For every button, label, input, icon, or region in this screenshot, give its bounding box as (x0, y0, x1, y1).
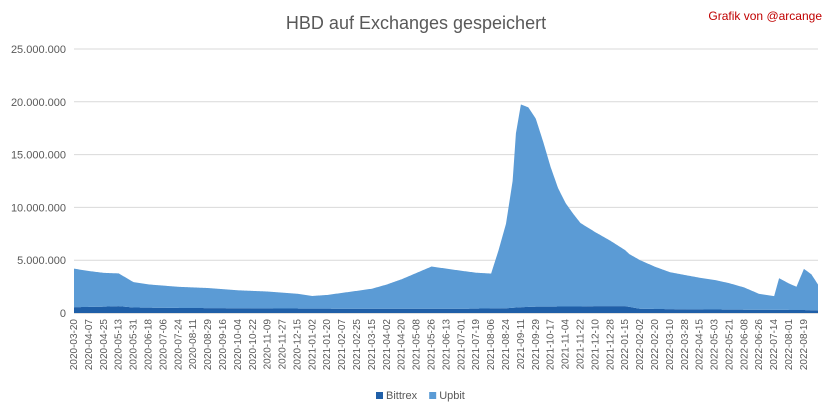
x-tick-label: 2021-04-20 (397, 319, 408, 371)
y-tick-label: 25.000.000 (11, 44, 66, 56)
x-tick-label: 2020-11-09 (263, 319, 274, 370)
legend-label-bittrex: Bittrex (386, 390, 418, 402)
x-tick-label: 2020-04-07 (84, 319, 95, 371)
x-tick-label: 2022-06-26 (754, 319, 765, 371)
x-tick-label: 2021-08-06 (486, 319, 497, 371)
x-tick-label: 2021-12-10 (590, 319, 601, 371)
x-tick-label: 2022-02-20 (650, 319, 661, 371)
x-tick-label: 2021-06-13 (441, 319, 452, 371)
x-tick-label: 2022-02-02 (635, 319, 646, 371)
x-tick-label: 2021-05-26 (427, 319, 438, 371)
x-tick-label: 2020-07-24 (173, 319, 184, 371)
x-tick-label: 2020-04-25 (99, 319, 110, 371)
x-tick-label: 2021-03-15 (367, 319, 378, 371)
x-tick-label: 2022-06-08 (739, 319, 750, 371)
x-tick-label: 2021-07-19 (471, 319, 482, 371)
x-tick-label: 2022-05-03 (710, 319, 721, 371)
y-tick-label: 0 (60, 308, 66, 320)
x-tick-label: 2021-12-28 (605, 319, 616, 371)
x-tick-label: 2020-07-06 (158, 319, 169, 371)
x-tick-label: 2020-10-04 (233, 319, 244, 371)
x-tick-label: 2020-09-16 (218, 319, 229, 371)
x-tick-label: 2022-04-15 (695, 319, 706, 371)
x-tick-label: 2022-08-19 (799, 319, 810, 371)
y-axis-ticks: 0 5.000.000 10.000.000 15.000.000 20.000.000… (11, 44, 66, 320)
area-bittrex (74, 306, 818, 313)
x-tick-label: 2022-03-10 (665, 319, 676, 371)
y-tick-label: 10.000.000 (11, 202, 66, 214)
legend-label-upbit: Upbit (439, 390, 465, 402)
x-tick-label: 2021-09-11 (516, 319, 527, 370)
x-tick-label: 2020-08-11 (188, 319, 199, 370)
x-tick-label: 2021-11-22 (575, 319, 586, 370)
x-tick-label: 2021-01-02 (307, 319, 318, 371)
x-tick-label: 2020-08-29 (203, 319, 214, 371)
x-tick-label: 2022-01-15 (620, 319, 631, 371)
x-tick-label: 2021-09-29 (531, 319, 542, 371)
y-tick-label: 5.000.000 (17, 255, 66, 267)
x-tick-label: 2020-12-15 (292, 319, 303, 371)
x-tick-label: 2022-07-14 (769, 319, 780, 371)
x-tick-label: 2020-05-13 (114, 319, 125, 371)
x-tick-label: 2021-05-08 (412, 319, 423, 371)
legend-swatch-bittrex (376, 392, 383, 399)
x-tick-label: 2021-04-02 (382, 319, 393, 371)
legend: Bittrex Upbit (376, 390, 465, 402)
x-axis-ticks: 2020-03-20 2020-04-07 2020-04-25 2020-05-13… (69, 319, 810, 371)
x-tick-label: 2020-10-22 (248, 319, 259, 371)
x-tick-label: 2021-08-24 (501, 319, 512, 371)
legend-swatch-upbit (429, 392, 437, 399)
x-tick-label: 2021-01-20 (322, 319, 333, 371)
x-tick-label: 2022-08-01 (784, 319, 795, 371)
plot-areas (74, 104, 818, 313)
x-tick-label: 2022-05-21 (724, 319, 735, 371)
y-tick-label: 15.000.000 (11, 150, 66, 162)
x-tick-label: 2021-02-25 (352, 319, 363, 371)
area-upbit (74, 104, 818, 311)
x-tick-label: 2020-05-31 (129, 319, 140, 371)
x-tick-label: 2020-06-18 (143, 319, 154, 371)
x-tick-label: 2020-03-20 (69, 319, 80, 371)
x-tick-label: 2022-03-28 (680, 319, 691, 371)
y-tick-label: 20.000.000 (11, 97, 66, 109)
chart-credit: Grafik von @arcange (708, 9, 822, 23)
x-tick-label: 2021-07-01 (456, 319, 467, 371)
x-tick-label: 2021-11-04 (561, 319, 572, 370)
x-tick-label: 2021-10-17 (546, 319, 557, 371)
x-tick-label: 2021-02-07 (337, 319, 348, 371)
chart-title: HBD auf Exchanges gespeichert (286, 13, 546, 33)
x-tick-label: 2020-11-27 (278, 319, 289, 370)
